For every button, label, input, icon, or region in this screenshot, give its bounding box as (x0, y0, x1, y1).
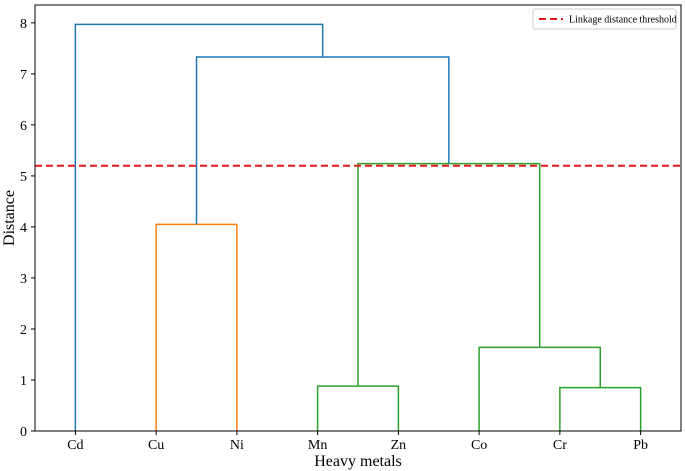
y-tick-label: 1 (20, 374, 27, 389)
x-tick-label-Cd: Cd (67, 438, 83, 453)
x-axis-ticks: Cd Cu Ni Mn Zn Co Cr Pb (67, 431, 648, 453)
x-tick-label-Cu: Cu (148, 438, 164, 453)
plot-frame (34, 4, 682, 432)
y-axis-ticks: 0 1 2 3 4 5 6 7 8 (20, 17, 35, 440)
x-tick-label-Pb: Pb (633, 438, 648, 453)
y-axis-label: Distance (1, 190, 18, 246)
legend-box (532, 8, 677, 30)
link-Cd-rest (74, 23, 324, 431)
link-MnZn-CoCrPb (357, 162, 541, 387)
y-tick-label: 7 (20, 68, 27, 83)
x-tick-label-Co: Co (471, 438, 487, 453)
legend: Linkage distance threshold (532, 8, 677, 30)
link-CuNi-rest (195, 56, 450, 225)
link-Co-CrPb (478, 346, 601, 431)
x-tick-label-Cr: Cr (553, 438, 567, 453)
y-tick-label: 2 (20, 323, 27, 338)
dendrogram-links (74, 23, 642, 431)
link-Mn-Zn (316, 385, 400, 431)
x-tick-label-Ni: Ni (230, 438, 244, 453)
x-axis-label: Heavy metals (314, 453, 402, 470)
y-tick-label: 8 (20, 17, 27, 32)
x-tick-label-Zn: Zn (391, 438, 407, 453)
y-tick-label: 6 (20, 119, 27, 134)
y-tick-label: 5 (20, 170, 27, 185)
link-Cr-Pb (559, 386, 642, 431)
x-tick-label-Mn: Mn (308, 438, 327, 453)
legend-threshold-label: Linkage distance threshold (569, 15, 677, 26)
y-tick-label: 0 (20, 425, 27, 440)
link-Cu-Ni (155, 223, 238, 431)
y-tick-label: 4 (20, 221, 27, 236)
y-tick-label: 3 (20, 272, 27, 287)
